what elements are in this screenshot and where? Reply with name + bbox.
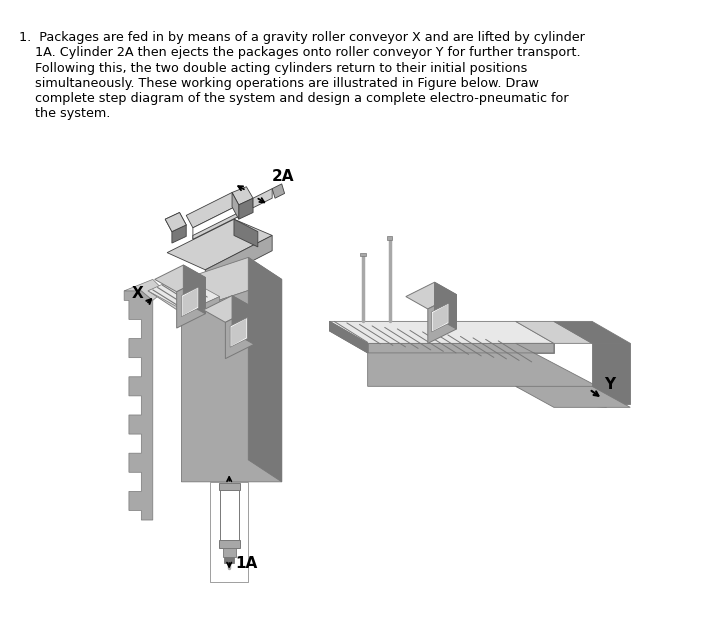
- Polygon shape: [165, 212, 186, 231]
- Polygon shape: [155, 265, 205, 292]
- Polygon shape: [165, 212, 186, 231]
- Polygon shape: [186, 193, 239, 228]
- Polygon shape: [232, 296, 254, 344]
- Polygon shape: [329, 321, 368, 353]
- Polygon shape: [248, 257, 282, 482]
- Polygon shape: [232, 187, 253, 205]
- Polygon shape: [360, 252, 365, 257]
- Polygon shape: [329, 321, 368, 353]
- Polygon shape: [124, 280, 164, 300]
- Text: 1A. Cylinder 2A then ejects the packages onto roller conveyor Y for further tran: 1A. Cylinder 2A then ejects the packages…: [19, 46, 581, 59]
- Text: Y: Y: [604, 377, 616, 392]
- Polygon shape: [181, 287, 198, 317]
- Text: Following this, the two double acting cylinders return to their initial position: Following this, the two double acting cy…: [19, 62, 528, 75]
- Polygon shape: [253, 189, 272, 208]
- Text: complete step diagram of the system and design a complete electro-pneumatic for: complete step diagram of the system and …: [19, 92, 569, 106]
- Polygon shape: [515, 321, 592, 343]
- Polygon shape: [148, 276, 220, 312]
- Text: 2A: 2A: [272, 169, 294, 184]
- Polygon shape: [428, 295, 456, 343]
- Polygon shape: [220, 487, 239, 544]
- Polygon shape: [148, 257, 282, 313]
- Polygon shape: [210, 482, 248, 582]
- Polygon shape: [186, 297, 220, 320]
- Polygon shape: [231, 318, 247, 346]
- Text: 1.  Packages are fed in by means of a gravity roller conveyor X and are lifted b: 1. Packages are fed in by means of a gra…: [19, 31, 585, 44]
- Polygon shape: [223, 548, 236, 557]
- Polygon shape: [329, 321, 554, 343]
- Polygon shape: [219, 482, 240, 491]
- Polygon shape: [181, 280, 282, 482]
- Polygon shape: [234, 219, 258, 247]
- Polygon shape: [239, 198, 253, 219]
- Polygon shape: [387, 236, 392, 240]
- Polygon shape: [232, 193, 239, 219]
- Polygon shape: [167, 219, 272, 270]
- Text: 1A: 1A: [235, 556, 257, 571]
- Polygon shape: [515, 386, 630, 407]
- Polygon shape: [368, 343, 554, 353]
- Polygon shape: [225, 557, 234, 563]
- Polygon shape: [172, 225, 186, 243]
- Polygon shape: [272, 184, 284, 198]
- Polygon shape: [230, 318, 247, 347]
- Polygon shape: [434, 282, 456, 329]
- Polygon shape: [432, 303, 449, 332]
- Polygon shape: [183, 265, 205, 314]
- Polygon shape: [183, 288, 198, 316]
- Polygon shape: [229, 482, 242, 578]
- Polygon shape: [592, 343, 630, 404]
- Polygon shape: [554, 321, 630, 343]
- Polygon shape: [368, 343, 606, 407]
- Text: simultaneously. These working operations are illustrated in Figure below. Draw: simultaneously. These working operations…: [19, 77, 539, 90]
- Polygon shape: [176, 278, 205, 328]
- Polygon shape: [432, 304, 448, 331]
- Text: X: X: [132, 286, 144, 302]
- Polygon shape: [193, 205, 239, 239]
- Polygon shape: [205, 236, 272, 285]
- Polygon shape: [203, 296, 254, 322]
- Polygon shape: [193, 212, 239, 239]
- Polygon shape: [124, 291, 153, 520]
- Polygon shape: [406, 282, 456, 309]
- Polygon shape: [219, 540, 240, 548]
- Polygon shape: [225, 308, 254, 358]
- Text: the system.: the system.: [19, 107, 110, 120]
